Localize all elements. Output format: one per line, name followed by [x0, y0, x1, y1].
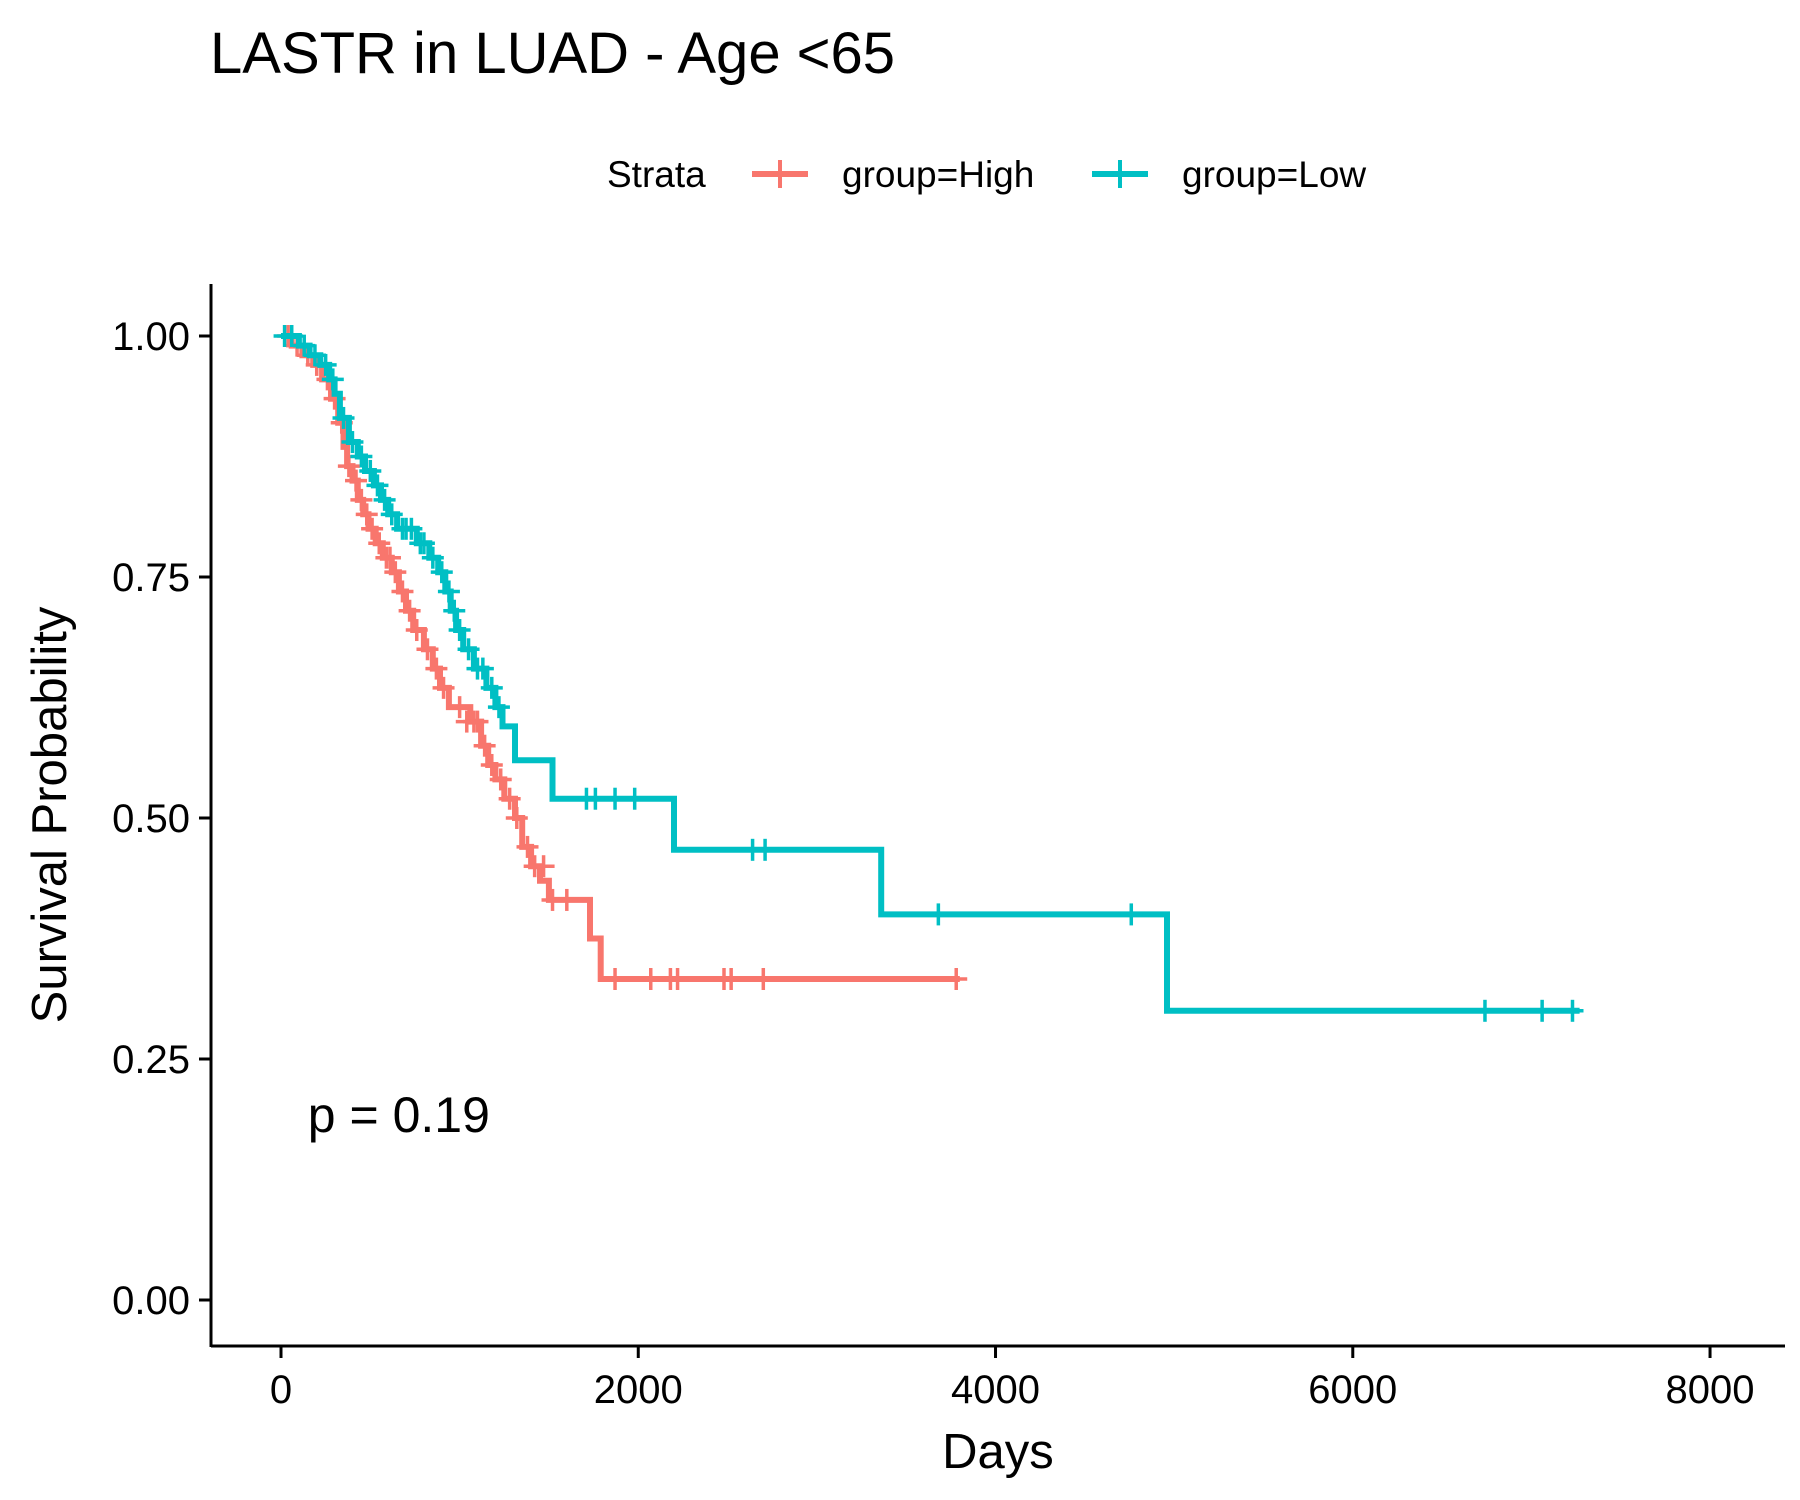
censor-mark-low	[350, 445, 373, 468]
censor-mark-high	[489, 768, 512, 791]
censor-mark-high	[378, 546, 401, 569]
censor-mark-high	[480, 753, 503, 776]
censor-mark-low	[412, 532, 435, 555]
x-tick-label: 0	[270, 1368, 292, 1412]
plot-area	[273, 325, 1584, 1022]
censor-mark-high	[516, 835, 539, 858]
censor-mark-high	[345, 469, 368, 492]
censor-mark-low	[1561, 999, 1584, 1022]
censor-mark-low	[448, 619, 471, 642]
y-tick-label: 0.50	[112, 797, 190, 841]
x-axis-ticks: 0 2000 4000 6000 8000	[270, 1346, 1755, 1412]
legend-label-high: group=High	[842, 154, 1034, 195]
x-tick-label: 2000	[594, 1368, 683, 1412]
y-tick-label: 0.00	[112, 1279, 190, 1323]
censor-mark-low	[1473, 999, 1496, 1022]
censor-mark-high	[448, 696, 471, 719]
censor-mark-high	[355, 503, 378, 526]
censor-mark-low	[443, 599, 466, 622]
censor-mark-high	[398, 599, 421, 622]
x-tick-label: 6000	[1308, 1368, 1397, 1412]
censor-mark-low	[457, 638, 480, 661]
censor-mark-high	[361, 517, 384, 540]
legend-label-low: group=Low	[1182, 154, 1366, 195]
censor-mark-low	[754, 838, 777, 861]
x-axis-label: Days	[942, 1425, 1054, 1479]
y-axis-label: Survival Probability	[23, 606, 77, 1023]
chart-title: LASTR in LUAD - Age <65	[210, 21, 895, 86]
censor-mark-high	[416, 638, 439, 661]
censor-mark-low	[400, 517, 423, 540]
censor-mark-low	[623, 787, 646, 810]
censor-mark-low	[437, 580, 460, 603]
x-tick-label: 8000	[1666, 1368, 1755, 1412]
censor-mark-high	[604, 967, 627, 990]
censor-mark-high	[368, 532, 391, 555]
censor-mark-high	[555, 888, 578, 911]
p-value-annotation: p = 0.19	[308, 1087, 490, 1143]
legend: Strata group=High group=Low	[607, 154, 1366, 195]
censor-mark-low	[487, 696, 510, 719]
censor-mark-low	[421, 546, 444, 569]
censor-mark-low	[471, 657, 494, 680]
censor-mark-high	[350, 488, 373, 511]
censor-mark-high	[337, 455, 360, 478]
censor-mark-high	[505, 807, 528, 829]
x-tick-label: 4000	[951, 1368, 1040, 1412]
censor-mark-high	[752, 967, 775, 990]
y-tick-label: 0.25	[112, 1038, 190, 1082]
censor-mark-low	[380, 503, 403, 526]
censor-mark-high	[666, 967, 689, 990]
survival-curve-high	[281, 333, 960, 982]
censor-mark-low	[480, 676, 503, 699]
censor-mark-low	[430, 561, 453, 584]
legend-key-high	[752, 160, 808, 188]
censor-mark-high	[425, 657, 448, 680]
censor-mark-high	[432, 676, 455, 699]
censor-mark-low	[341, 431, 364, 454]
censor-mark-low	[373, 488, 396, 511]
legend-title: Strata	[607, 154, 706, 195]
survival-curve-low	[281, 333, 1580, 1014]
censor-mark-low	[314, 353, 337, 376]
censor-mark-high	[639, 967, 662, 990]
y-axis-ticks: 0.00 0.25 0.50 0.75 1.00	[112, 315, 211, 1323]
censor-mark-low	[1120, 903, 1143, 926]
censor-mark-low	[321, 368, 344, 391]
censor-mark-low	[927, 903, 950, 926]
censor-mark-high	[720, 967, 743, 990]
censor-mark-low	[303, 344, 326, 367]
censor-mark-low	[332, 406, 355, 429]
censor-mark-low	[359, 459, 382, 482]
censor-mark-high	[391, 580, 414, 603]
censor-mark-high	[466, 710, 489, 733]
censor-mark-low	[280, 325, 303, 347]
censor-mark-high	[405, 619, 428, 642]
censor-mark-low	[584, 787, 607, 810]
censor-mark-high	[384, 561, 407, 584]
censor-mark-low	[604, 787, 627, 810]
y-tick-label: 0.75	[112, 556, 190, 600]
censor-mark-low	[293, 334, 316, 357]
y-tick-label: 1.00	[112, 315, 190, 359]
legend-key-low	[1092, 160, 1148, 188]
censor-mark-high	[473, 734, 496, 757]
censor-mark-low	[1531, 999, 1554, 1022]
censor-mark-high	[532, 855, 555, 878]
censor-mark-high	[945, 967, 968, 990]
censor-mark-high	[498, 787, 521, 810]
censor-mark-low	[366, 474, 389, 497]
